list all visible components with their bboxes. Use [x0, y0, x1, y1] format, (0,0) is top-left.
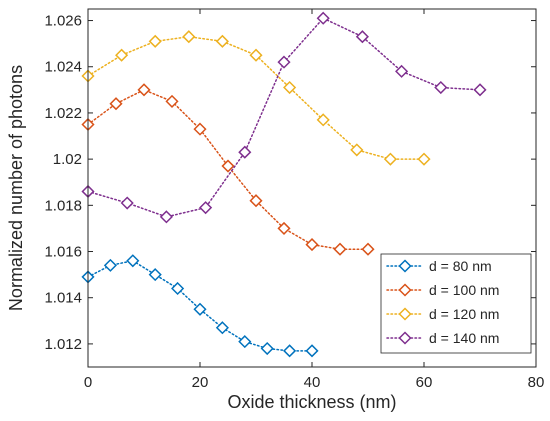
- data-point: [316, 11, 330, 25]
- data-point: [249, 194, 263, 208]
- legend-label: d = 80 nm: [429, 258, 492, 274]
- data-point: [333, 242, 347, 256]
- data-point: [277, 55, 291, 69]
- data-point: [316, 113, 330, 127]
- data-point: [305, 344, 319, 358]
- y-tick-label: 1.024: [44, 59, 82, 76]
- y-tick-label: 1.022: [44, 105, 82, 122]
- legend-marker: [398, 283, 412, 297]
- axes-layer: 0 20 40 60 80 1.012 1.014 1.016 1.018 1.02 1.022 1.…: [44, 8, 545, 391]
- series-0: [81, 254, 319, 358]
- data-point: [383, 152, 397, 166]
- legend-marker: [398, 331, 412, 345]
- data-point: [215, 34, 229, 48]
- x-tick-label: 60: [416, 374, 433, 391]
- x-tick-label: 40: [304, 374, 321, 391]
- x-tick-label: 20: [192, 374, 209, 391]
- data-point: [417, 152, 431, 166]
- data-point: [473, 83, 487, 97]
- data-point: [193, 122, 207, 136]
- data-point: [120, 196, 134, 210]
- legend: d = 80 nm d = 100 nm d = 120 nm d = 140 nm: [380, 253, 532, 354]
- data-point: [148, 268, 162, 282]
- y-tick-label: 1.02: [53, 151, 82, 168]
- y-axis-label: Normalized number of photons: [6, 65, 26, 311]
- y-tick-label: 1.012: [44, 336, 82, 353]
- legend-entry: d = 120 nm: [386, 306, 499, 322]
- data-point: [171, 281, 185, 296]
- data-point: [305, 238, 319, 252]
- data-point: [137, 83, 151, 97]
- legend-label: d = 140 nm: [429, 330, 499, 346]
- data-point: [126, 254, 140, 268]
- data-point: [215, 321, 229, 335]
- data-point: [148, 34, 162, 48]
- data-point: [193, 302, 207, 316]
- data-point: [115, 48, 129, 62]
- y-tick-label: 1.018: [44, 197, 82, 214]
- legend-label: d = 120 nm: [429, 306, 499, 322]
- legend-entry: d = 100 nm: [386, 282, 499, 298]
- data-point: [434, 80, 448, 95]
- data-point: [182, 30, 196, 44]
- legend-marker: [398, 259, 412, 273]
- data-point: [103, 258, 117, 272]
- legend-entry: d = 80 nm: [386, 258, 492, 274]
- y-tick-label: 1.014: [44, 290, 82, 307]
- x-tick-label: 0: [84, 374, 92, 391]
- data-point: [350, 143, 364, 157]
- data-point: [249, 48, 263, 62]
- legend-label: d = 100 nm: [429, 282, 499, 298]
- x-tick-label: 80: [528, 374, 545, 391]
- x-axis-label: Oxide thickness (nm): [227, 392, 396, 412]
- legend-entry: d = 140 nm: [386, 330, 499, 346]
- legend-marker: [398, 307, 412, 321]
- data-point: [159, 210, 173, 224]
- data-point: [199, 201, 213, 215]
- data-point: [283, 344, 297, 358]
- data-point: [109, 97, 123, 111]
- series-2: [81, 30, 431, 166]
- data-point: [355, 30, 369, 44]
- data-point: [283, 80, 297, 95]
- data-point: [238, 145, 252, 159]
- data-point: [361, 242, 375, 256]
- y-tick-label: 1.016: [44, 244, 82, 261]
- y-tick-label: 1.026: [44, 13, 82, 30]
- data-point: [260, 341, 274, 356]
- data-point: [221, 159, 235, 173]
- data-point: [277, 221, 291, 235]
- data-point: [395, 64, 409, 78]
- data-point: [238, 335, 252, 349]
- series-1: [81, 83, 375, 256]
- data-point: [165, 94, 179, 108]
